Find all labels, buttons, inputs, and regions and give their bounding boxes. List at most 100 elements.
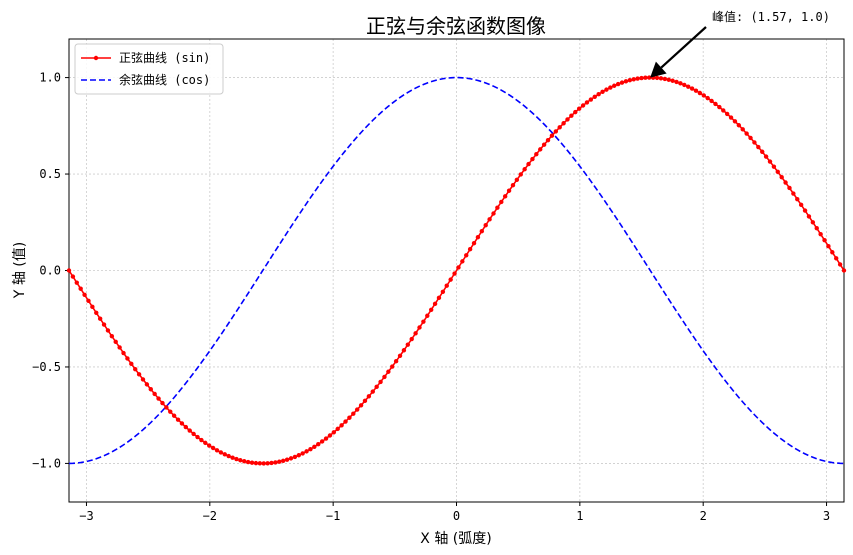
series-point-sin [300,451,305,456]
series-point-sin [534,151,539,157]
series-point-sin [756,144,761,150]
series-point-sin [425,313,430,318]
series-point-sin [281,458,286,463]
series-point-sin [802,208,808,213]
series-point-sin [234,456,239,462]
series-point-sin [713,101,718,107]
series-point-sin [156,396,161,401]
series-point-sin [249,460,255,465]
series-point-sin [343,419,348,424]
series-point-sin [580,103,586,108]
annotation-arrowhead [650,61,667,78]
series-point-sin [674,79,679,85]
series-point-sin [288,456,294,461]
series-point-sin [70,274,76,279]
series-point-sin [779,174,784,180]
series-point-sin [736,123,742,128]
series-point-sin [417,325,422,330]
series-point-sin [752,140,757,145]
series-point-sin [584,100,590,105]
x-tick-label: −3 [79,509,93,523]
series-point-sin [834,256,839,261]
series-point-sin [549,133,555,138]
y-tick-label: 0.5 [39,167,61,181]
series-point-sin [693,88,699,93]
series-point-sin [144,382,150,387]
series-point-sin [308,446,313,452]
series-point-sin [740,127,745,132]
series-point-sin [818,231,823,237]
series-point-sin [319,439,325,444]
series-point-sin [405,342,411,347]
series-point-sin [214,448,220,453]
series-point-sin [265,461,270,466]
series-point-sin [390,364,395,369]
series-point-sin [440,289,446,294]
series-point-sin [705,95,710,101]
series-point-sin [491,211,496,216]
series-point-sin [421,319,426,324]
series-point-sin [561,121,566,126]
series-point-sin [553,129,559,134]
series-point-sin [358,403,364,408]
x-tick-label: 1 [576,509,583,523]
series-point-sin [121,350,126,356]
series-point-sin [273,460,278,465]
series-point-sin [109,333,115,339]
series-point-sin [230,455,235,460]
series-point-sin [689,86,695,91]
series-point-sin [164,405,169,410]
series-point-sin [576,106,582,111]
series-point-sin [409,336,414,342]
series-point-sin [475,234,481,240]
series-point-sin [136,372,142,377]
series-point-sin [619,80,625,85]
series-point-sin [199,437,204,443]
series-point-sin [783,180,788,185]
series-point-sin [596,92,601,97]
series-point-sin [608,85,613,90]
x-tick-label: 2 [700,509,707,523]
series-point-sin [401,348,407,353]
series-point-sin [362,398,368,404]
series-point-sin [771,164,777,169]
series-point-sin [148,387,153,392]
series-point-sin [105,328,111,333]
series-point-sin [269,460,274,466]
series-point-sin [374,384,379,390]
series-point-sin [826,244,831,249]
series-point-sin [323,436,329,441]
series-point-sin [647,75,652,80]
series-point-sin [471,240,477,246]
series-point-sin [242,459,247,464]
series-point-sin [666,77,671,82]
series-point-sin [366,394,372,399]
series-point-sin [639,75,644,81]
series-point-sin [140,377,146,382]
series-point-sin [331,430,337,435]
series-point-sin [795,196,800,202]
series-point-sin [502,194,508,199]
series-point-sin [565,117,570,122]
series-point-sin [253,460,259,466]
series-point-sin [798,202,804,208]
series-point-sin [129,361,134,367]
series-point-sin [678,81,683,86]
x-tick-label: 3 [823,509,830,523]
series-point-sin [530,156,535,162]
series-point-sin [261,461,266,466]
annotation-text: 峰值: (1.57, 1.0) [712,9,830,24]
chart-title: 正弦与余弦函数图像 [366,14,546,38]
series-point-sin [604,87,609,92]
series-point-sin [191,431,196,437]
annotation-arrow [660,26,707,69]
series-point-sin [277,459,282,464]
series-point-sin [623,79,629,84]
series-point-sin [744,131,749,136]
series-point-sin [615,81,621,87]
series-point-sin [460,259,465,264]
series-point-sin [456,265,461,270]
series-point-sin [82,292,87,297]
series-point-sin [775,169,780,175]
x-tick-label: −1 [326,509,340,523]
